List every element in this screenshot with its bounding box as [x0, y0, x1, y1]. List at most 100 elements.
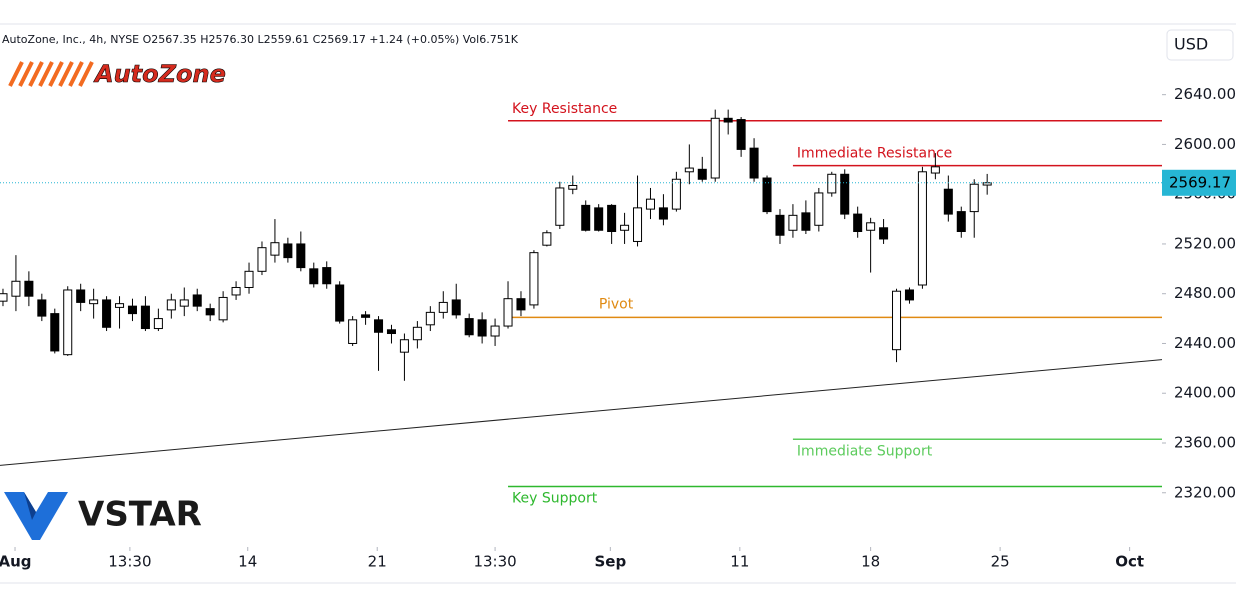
x-tick-label: Sep — [594, 553, 626, 571]
candle-body — [37, 299, 47, 317]
last-price-label: 2569.17 — [1169, 173, 1231, 191]
candle-body — [930, 166, 940, 174]
candle-body — [840, 173, 850, 215]
autozone-text: AutoZone — [93, 60, 226, 88]
y-tick-label: 2400.00 — [1174, 384, 1236, 402]
candle-body — [361, 314, 371, 318]
candle-body — [296, 243, 306, 269]
candle-body — [801, 212, 811, 231]
candle-body — [969, 183, 979, 213]
candle-body — [374, 319, 384, 333]
trendline — [0, 359, 1163, 466]
x-tick-label: 13:30 — [473, 553, 516, 571]
y-tick-label: 2600.00 — [1174, 135, 1236, 153]
candle-body — [348, 319, 358, 344]
candle-body — [736, 119, 746, 150]
candle-body — [516, 298, 526, 311]
level-label: Key Support — [512, 491, 598, 507]
candles — [0, 109, 992, 381]
x-tick-label: 25 — [991, 553, 1010, 571]
candle-body — [542, 232, 552, 246]
candle-body — [879, 227, 889, 240]
candle-body — [412, 326, 422, 341]
candle-body — [386, 329, 396, 335]
candle-body — [438, 301, 448, 313]
candle-body — [102, 299, 112, 328]
candle-body — [218, 296, 228, 321]
x-tick-label: Aug — [0, 553, 32, 571]
candle-body — [892, 290, 902, 351]
candle-body — [322, 267, 332, 285]
candle-body — [179, 299, 189, 307]
level-label: Immediate Resistance — [797, 146, 952, 162]
y-tick-label: 2480.00 — [1174, 284, 1236, 302]
candle-body — [529, 252, 539, 306]
candle-body — [115, 303, 125, 308]
candle-body — [633, 207, 643, 242]
candle-body — [11, 280, 21, 297]
candle-body — [814, 192, 824, 226]
currency-box[interactable] — [1166, 29, 1234, 61]
vstar-logo: VSTAR — [4, 492, 202, 540]
candle-body — [244, 270, 254, 288]
candle-body — [309, 268, 319, 285]
candle-body — [853, 213, 863, 233]
candle-body — [50, 313, 60, 352]
x-tick-label: Oct — [1115, 553, 1144, 571]
level-label: Immediate Support — [797, 443, 933, 459]
candle-body — [270, 242, 280, 256]
candle-body — [904, 289, 914, 301]
candle-body — [89, 299, 99, 305]
candle-body — [788, 214, 798, 231]
level-label: Pivot — [599, 296, 634, 312]
candle-body — [581, 204, 591, 231]
x-tick-label: 18 — [861, 553, 880, 571]
candle-body — [671, 178, 681, 210]
candle-body — [723, 117, 733, 123]
candle-body — [555, 187, 565, 226]
y-tick-label: 2440.00 — [1174, 334, 1236, 352]
x-tick-label: 21 — [368, 553, 387, 571]
candle-body — [697, 168, 707, 180]
candle-body — [192, 294, 202, 307]
candle-body — [464, 318, 474, 336]
candle-body — [568, 184, 578, 190]
candle-body — [866, 222, 876, 231]
x-tick-label: 13:30 — [108, 553, 151, 571]
candle-body — [127, 305, 137, 315]
candle-body — [283, 243, 293, 259]
candle-body — [0, 293, 8, 302]
vstar-text: VSTAR — [78, 495, 202, 535]
last-price-box — [1162, 169, 1236, 196]
candle-body — [205, 308, 215, 316]
candle-body — [231, 286, 241, 296]
level-label: Key Resistance — [512, 101, 617, 117]
candle-body — [917, 171, 927, 286]
x-tick-label: 14 — [238, 553, 257, 571]
candle-body — [399, 339, 409, 353]
candle-body — [710, 117, 720, 179]
candle-body — [645, 198, 655, 210]
candle-body — [153, 318, 163, 330]
y-tick-label: 2320.00 — [1174, 483, 1236, 501]
candle-body — [775, 214, 785, 236]
candle-body — [943, 188, 953, 215]
candle-body — [620, 224, 630, 231]
candle-body — [76, 289, 86, 303]
x-tick-label: 11 — [730, 553, 749, 571]
y-tick-label: 2640.00 — [1174, 85, 1236, 103]
candle-body — [451, 299, 461, 316]
y-tick-label: 2520.00 — [1174, 234, 1236, 252]
chart-title: AutoZone, Inc., 4h, NYSE O2567.35 H2576.… — [2, 33, 519, 46]
candle-body — [762, 177, 772, 213]
candle-body — [425, 311, 435, 326]
currency: USD — [1174, 35, 1208, 54]
candle-body — [607, 204, 617, 233]
candle-body — [140, 305, 150, 330]
candle-body — [257, 247, 267, 272]
candle-body — [335, 284, 345, 322]
y-tick-label: 2360.00 — [1174, 433, 1236, 451]
candle-body — [684, 167, 694, 173]
